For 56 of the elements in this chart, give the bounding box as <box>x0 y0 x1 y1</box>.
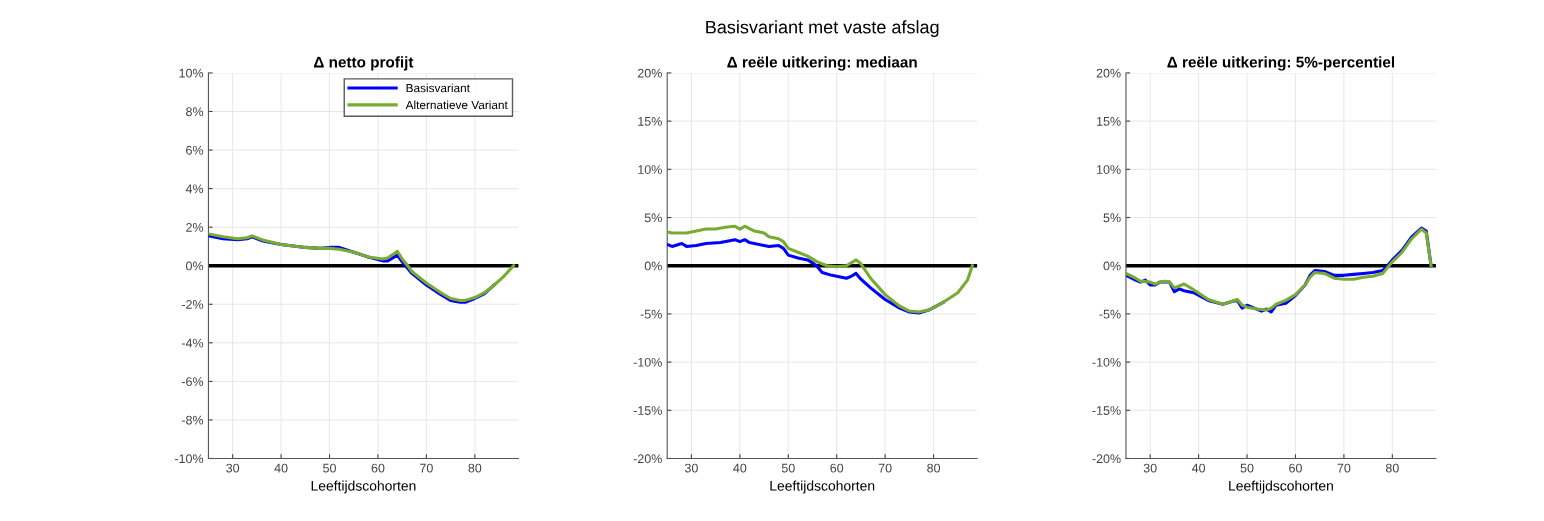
chart-title: Δ reële uitkering: 5%-percentiel <box>1167 56 1395 71</box>
y-tick-label: 4% <box>185 184 204 194</box>
y-tick-label: 15% <box>1097 116 1121 126</box>
x-tick-label: 80 <box>468 463 482 473</box>
y-tick-label: 15% <box>638 116 662 126</box>
x-tick-label: 30 <box>1143 463 1157 473</box>
y-tick-label: -20% <box>633 454 662 464</box>
x-tick-label: 60 <box>1289 463 1302 473</box>
y-tick-label: -8% <box>181 415 204 425</box>
y-tick-label: 20% <box>1096 68 1121 78</box>
y-tick-label: -4% <box>181 338 204 348</box>
chart-title: Δ netto profijt <box>314 56 414 71</box>
y-tick-label: 0% <box>1103 261 1121 271</box>
y-tick-label: 2% <box>186 222 204 232</box>
x-tick-label: 80 <box>927 463 941 473</box>
x-tick-label: 60 <box>830 463 844 473</box>
y-tick-label: -10% <box>174 454 204 464</box>
x-axis-title: Leeftijdscohorten <box>311 480 416 494</box>
x-tick-label: 70 <box>878 463 892 473</box>
x-tick-label: 40 <box>733 463 747 473</box>
y-tick-label: 0% <box>644 261 662 271</box>
x-tick-label: 60 <box>371 463 385 473</box>
y-tick-label: 10% <box>179 68 204 78</box>
x-tick-label: 80 <box>1385 463 1399 473</box>
y-tick-label: 20% <box>637 68 662 78</box>
x-tick-label: 40 <box>1191 463 1206 473</box>
y-tick-label: -10% <box>633 357 662 367</box>
y-tick-label: -10% <box>1092 357 1121 367</box>
x-tick-label: 40 <box>274 463 288 473</box>
x-tick-label: 50 <box>781 463 795 473</box>
y-tick-label: 8% <box>186 107 204 117</box>
y-tick-label: -6% <box>181 377 204 387</box>
y-tick-label: -5% <box>640 309 662 319</box>
x-tick-label: 30 <box>684 463 698 473</box>
x-axis-title: Leeftijdscohorten <box>1229 480 1333 494</box>
chart-title: Δ reële uitkering: mediaan <box>727 56 917 71</box>
y-tick-label: 10% <box>1097 165 1121 174</box>
x-tick-label: 50 <box>1240 463 1254 473</box>
y-tick-label: 0% <box>186 261 204 271</box>
y-tick-label: 5% <box>1103 213 1121 223</box>
y-tick-label: -15% <box>1092 406 1121 415</box>
x-tick-label: 70 <box>420 463 433 473</box>
x-tick-label: 30 <box>226 463 240 473</box>
y-tick-label: 10% <box>638 165 662 174</box>
y-tick-label: -5% <box>1099 309 1121 319</box>
legend-label: Basisvariant <box>406 83 470 93</box>
y-tick-label: -15% <box>633 406 662 415</box>
y-tick-label: 5% <box>644 213 662 223</box>
x-tick-label: 70 <box>1337 463 1351 473</box>
x-tick-label: 50 <box>323 463 336 473</box>
x-axis-title: Leeftijdscohorten <box>770 480 875 494</box>
y-tick-label: 6% <box>186 145 204 155</box>
y-tick-label: -20% <box>1092 454 1121 464</box>
text: Basisvariant met vaste afslag <box>706 20 939 38</box>
y-tick-label: -2% <box>181 300 204 309</box>
legend-label: Alternatieve Variant <box>405 100 508 110</box>
